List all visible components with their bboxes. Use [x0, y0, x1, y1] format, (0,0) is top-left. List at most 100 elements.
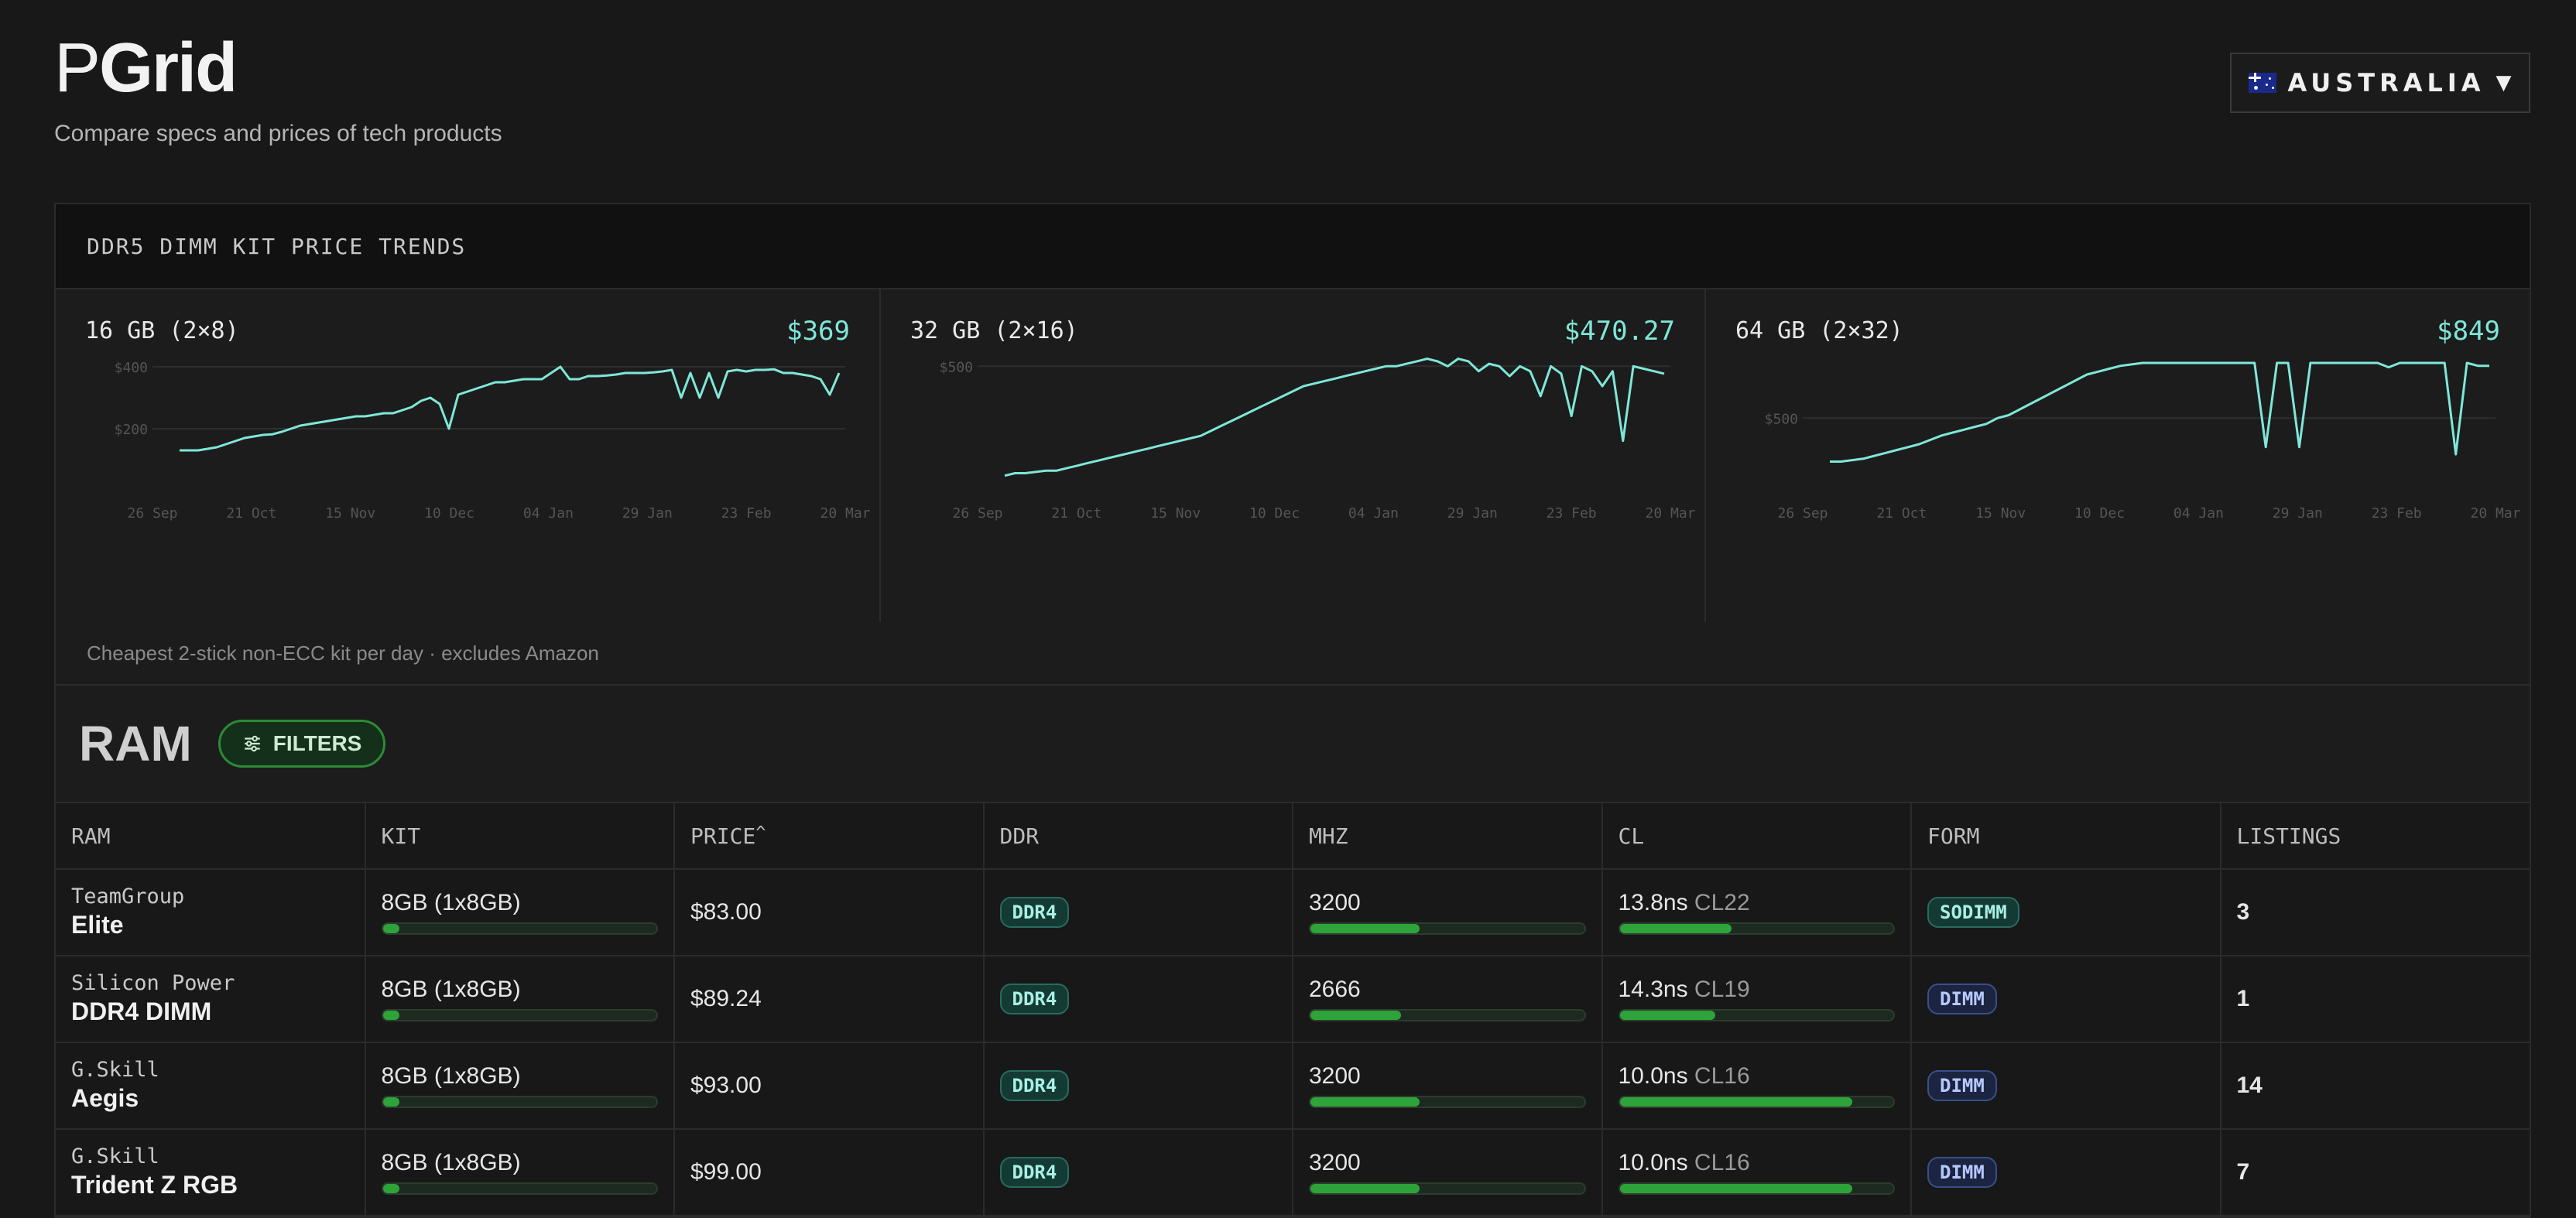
ddr-badge: DDR4 — [999, 1157, 1070, 1188]
price-series-line — [1004, 358, 1665, 477]
listings-count[interactable]: 1 — [2236, 986, 2250, 1011]
x-tick-label: 15 Nov — [325, 505, 375, 522]
column-header-ram[interactable]: RAM — [56, 802, 366, 870]
kit-bar — [381, 922, 658, 935]
cl-bar — [1618, 1009, 1895, 1021]
mhz-bar-fill — [1310, 1184, 1420, 1193]
column-label: PRICE — [690, 823, 756, 849]
price-trends-panel: DDR5 DIMM KIT PRICE TRENDS 16 GB (2×8) $… — [54, 203, 2531, 1218]
kit-bar — [381, 1009, 658, 1021]
x-tick-label: 21 Oct — [1876, 505, 1927, 522]
column-label: FORM — [1927, 823, 1980, 849]
x-tick-label: 23 Feb — [1547, 505, 1597, 522]
table-row[interactable]: G.Skill Aegis 8GB (1x8GB) $93.00 DDR4 3200 10.… — [56, 1042, 2530, 1130]
chart-current-price: $849 — [2437, 316, 2500, 347]
listings-count[interactable]: 3 — [2236, 899, 2250, 925]
ram-model[interactable]: Aegis — [71, 1084, 139, 1112]
x-tick-label: 29 Jan — [2273, 505, 2323, 522]
column-header-price[interactable]: PRICE^ — [673, 802, 985, 870]
kit-bar-fill — [382, 1011, 399, 1020]
form-badge: DIMM — [1927, 984, 1997, 1014]
y-tick-label: $500 — [940, 359, 973, 375]
sliders-icon — [245, 735, 260, 752]
mhz-value: 3200 — [1309, 1150, 1361, 1175]
cell-price: $89.24 — [673, 955, 985, 1043]
column-label: CL — [1618, 823, 1645, 849]
cell-ram: Silicon Power DDR4 DIMM — [56, 955, 366, 1043]
cl-bar-fill — [1619, 1011, 1716, 1020]
x-tick-label: 20 Mar — [2470, 505, 2520, 522]
ddr-badge: DDR4 — [999, 984, 1070, 1014]
mhz-bar — [1309, 1182, 1586, 1195]
country-selector[interactable]: AUSTRALIA ▼ — [2230, 53, 2530, 113]
cell-listings: 1 — [2219, 955, 2530, 1043]
mhz-bar — [1309, 1096, 1586, 1108]
x-tick-label: 04 Jan — [1348, 505, 1399, 522]
ram-brand: G.Skill — [71, 1144, 159, 1168]
cell-mhz: 2666 — [1292, 955, 1603, 1043]
column-header-kit[interactable]: KIT — [364, 802, 675, 870]
trend-chart-16gb: 16 GB (2×8) $369 $400 $200 26 Sep 21 Oct 15 … — [56, 289, 881, 622]
x-tick-label: 29 Jan — [1447, 505, 1498, 522]
listings-count[interactable]: 7 — [2236, 1159, 2250, 1185]
site-logo[interactable]: PGrid — [54, 29, 238, 107]
column-header-mhz[interactable]: MHZ — [1292, 802, 1603, 870]
mhz-bar — [1309, 1009, 1586, 1021]
column-header-ddr[interactable]: DDR — [982, 802, 1293, 870]
cl-value: CL19 — [1694, 977, 1750, 1002]
column-header-cl[interactable]: CL — [1601, 802, 1912, 870]
cl-bar-fill — [1619, 924, 1732, 933]
filters-button[interactable]: FILTERS — [218, 720, 386, 768]
cell-kit: 8GB (1x8GB) — [364, 955, 675, 1043]
ram-brand: Silicon Power — [71, 971, 235, 995]
cell-cl: 14.3ns CL19 — [1601, 955, 1912, 1043]
mhz-value: 3200 — [1309, 1063, 1361, 1089]
price-trends-heading: DDR5 DIMM KIT PRICE TRENDS — [56, 204, 2530, 289]
x-tick-label: 21 Oct — [1051, 505, 1101, 522]
cell-ddr: DDR4 — [982, 1128, 1293, 1216]
x-tick-label: 26 Sep — [952, 505, 1002, 522]
mhz-bar-fill — [1310, 1097, 1420, 1107]
x-tick-label: 29 Jan — [622, 505, 673, 522]
price-series-line — [1830, 361, 2489, 463]
cell-ddr: DDR4 — [982, 868, 1293, 956]
cl-bar-fill — [1619, 1097, 1852, 1107]
ram-model[interactable]: DDR4 DIMM — [71, 997, 212, 1025]
ddr-badge: DDR4 — [999, 897, 1070, 928]
form-badge: SODIMM — [1927, 897, 2019, 928]
chart-svg: $500 26 Sep 21 Oct 15 Nov 10 Dec 04 Jan 29 Jan… — [1765, 361, 2521, 522]
table-row[interactable]: Silicon Power DDR4 DIMM 8GB (1x8GB) $89.24 D… — [56, 955, 2530, 1043]
price-value: $89.24 — [690, 986, 762, 1011]
column-label: LISTINGS — [2236, 823, 2341, 849]
column-header-listings[interactable]: LISTINGS — [2219, 802, 2530, 870]
column-header-form[interactable]: FORM — [1910, 802, 2221, 870]
column-label: MHZ — [1309, 823, 1348, 849]
x-tick-label: 20 Mar — [1645, 505, 1695, 522]
x-tick-label: 21 Oct — [226, 505, 276, 522]
price-value: $93.00 — [690, 1073, 762, 1098]
kit-bar-fill — [382, 924, 399, 933]
ram-model[interactable]: Elite — [71, 911, 124, 939]
cell-form: DIMM — [1910, 1042, 2221, 1130]
listings-count[interactable]: 14 — [2236, 1073, 2263, 1098]
ram-model[interactable]: Trident Z RGB — [71, 1171, 238, 1199]
cl-ns-value: 14.3ns — [1618, 977, 1688, 1002]
x-tick-label: 15 Nov — [1975, 505, 2026, 522]
chart-current-price: $470.27 — [1564, 316, 1675, 347]
table-row[interactable]: TeamGroup Elite 8GB (1x8GB) $83.00 DDR4 3200 1… — [56, 868, 2530, 956]
tagline: Compare specs and prices of tech product… — [54, 121, 502, 146]
y-tick-label: $500 — [1765, 411, 1798, 427]
x-tick-label: 15 Nov — [1150, 505, 1201, 522]
cell-listings: 7 — [2219, 1128, 2530, 1216]
chart-title: 16 GB (2×8) — [85, 317, 239, 344]
chart-title: 64 GB (2×32) — [1735, 317, 1903, 344]
chart-current-price: $369 — [786, 316, 850, 347]
cell-ram: G.Skill Aegis — [56, 1042, 366, 1130]
cell-kit: 8GB (1x8GB) — [364, 1128, 675, 1216]
x-tick-label: 20 Mar — [820, 505, 870, 522]
y-tick-label: $400 — [115, 360, 148, 376]
sort-ascending-icon: ^ — [755, 823, 766, 843]
cl-value: CL16 — [1694, 1150, 1750, 1175]
table-row[interactable]: G.Skill Trident Z RGB 8GB (1x8GB) $99.00 DDR… — [56, 1128, 2530, 1216]
filters-label: FILTERS — [272, 731, 362, 755]
